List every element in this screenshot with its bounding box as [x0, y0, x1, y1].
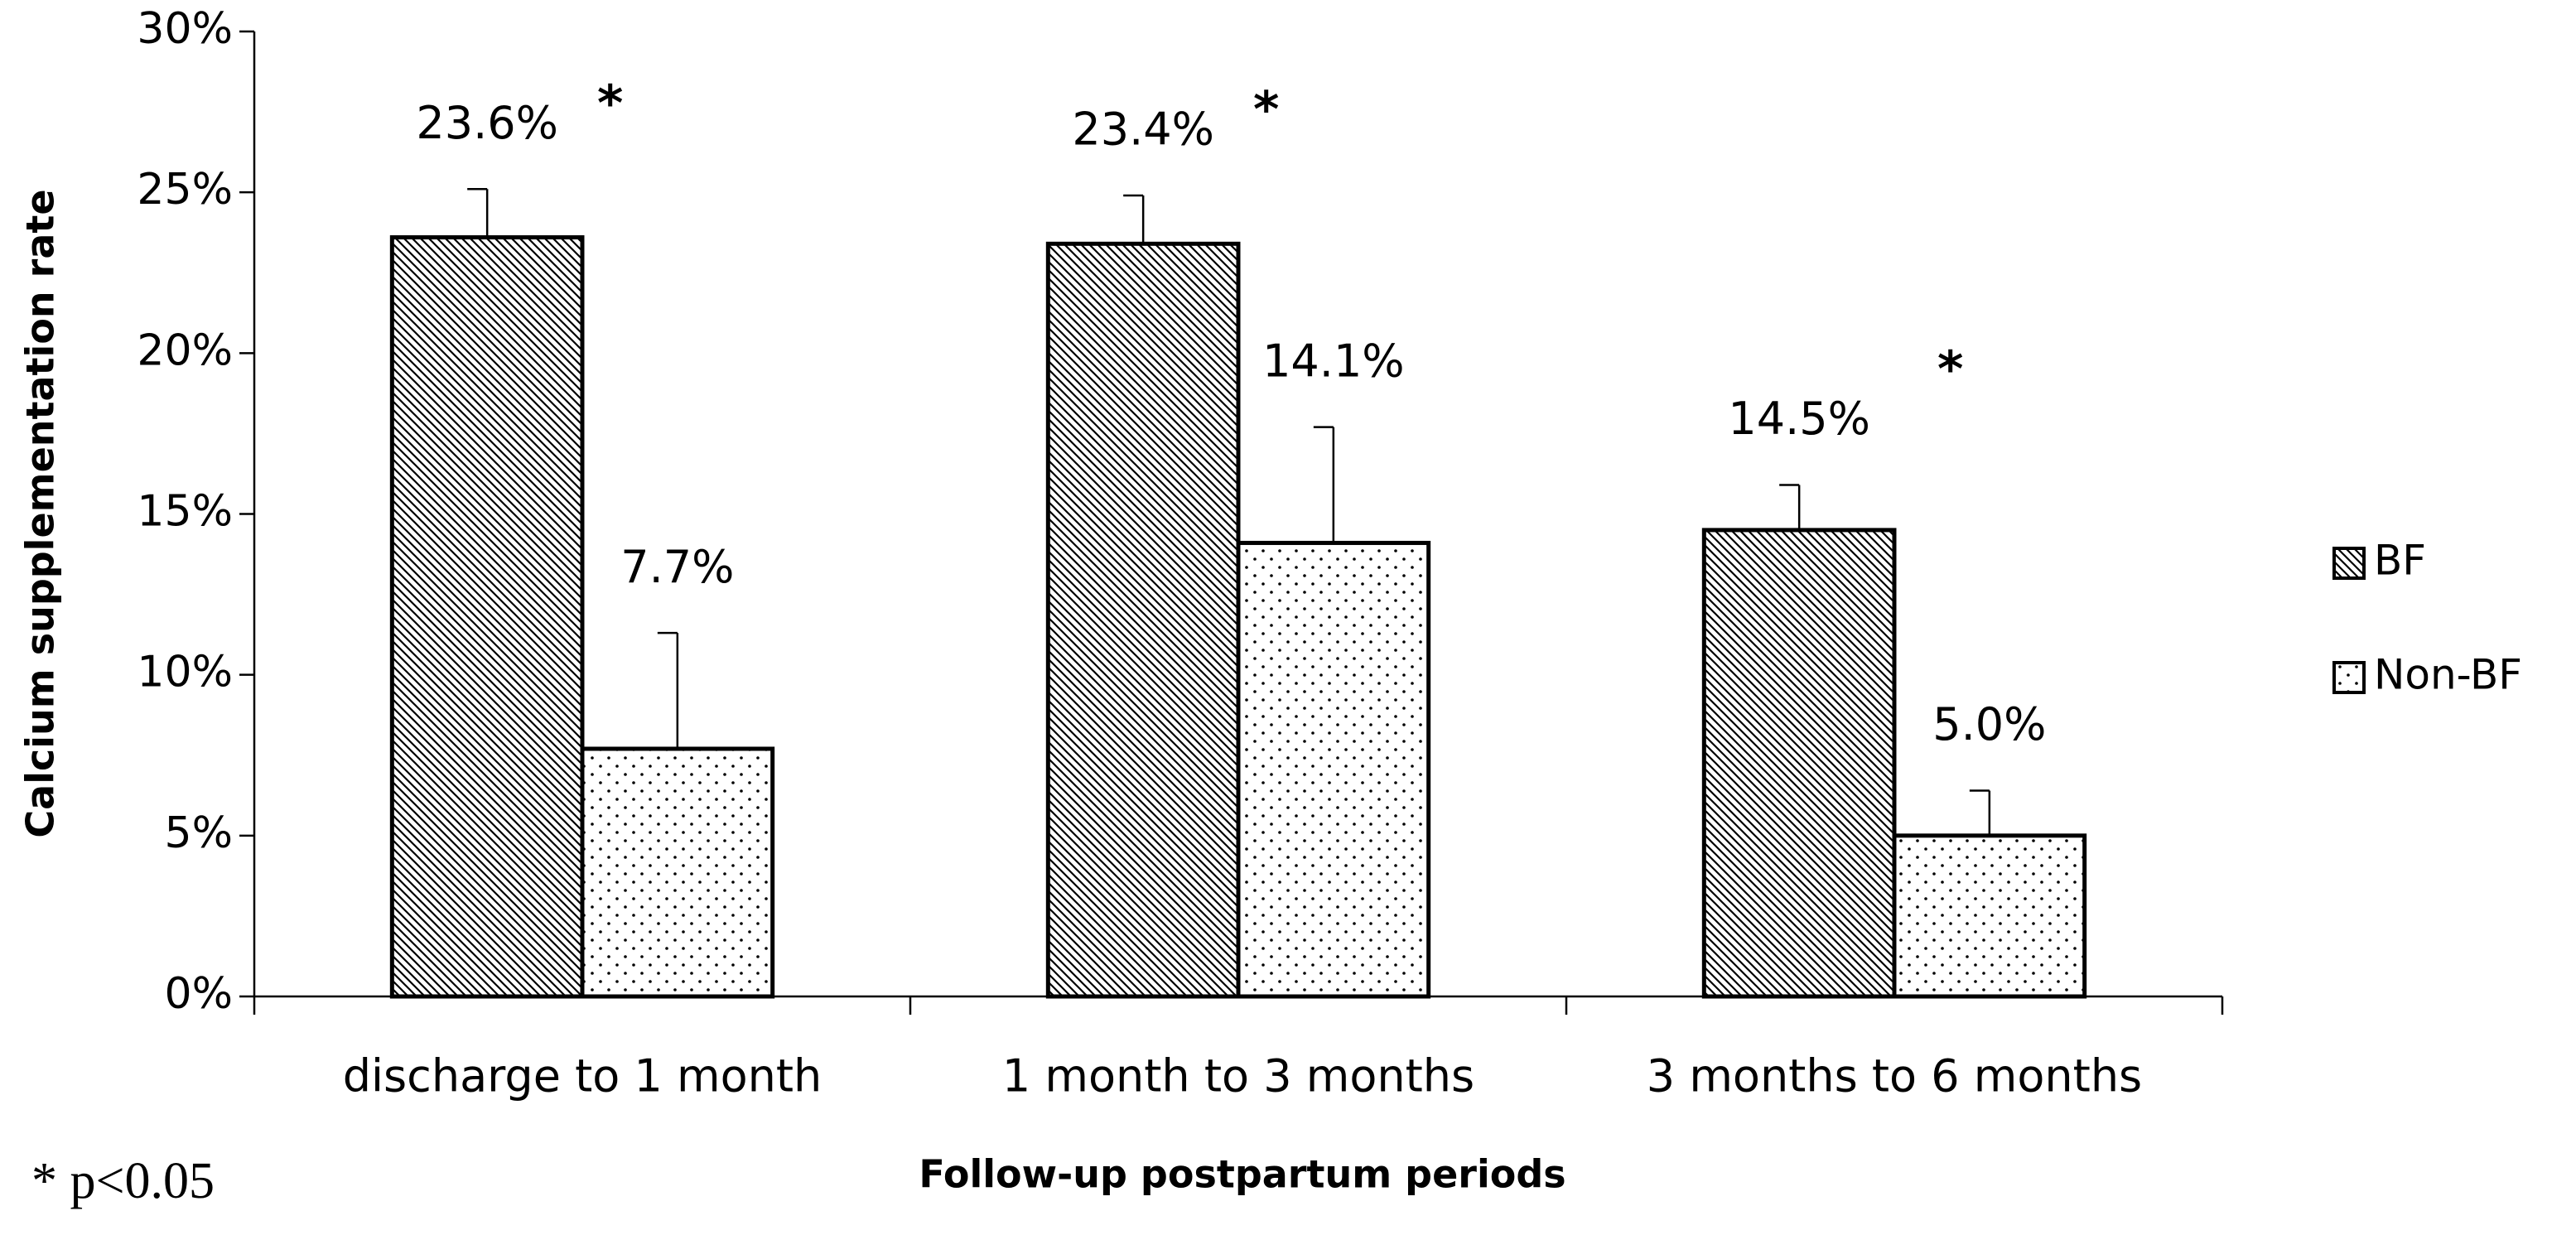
y-tick-label: 10% [137, 648, 233, 697]
value-label: 5.0% [1932, 698, 2046, 750]
value-label: 14.5% [1728, 393, 1870, 445]
bar [1045, 241, 1241, 999]
y-tick-label: 15% [137, 487, 233, 537]
value-label: 7.7% [620, 541, 734, 593]
value-label: 14.1% [1262, 335, 1405, 387]
legend-label: Non-BF [2374, 651, 2522, 699]
y-tick-label: 20% [137, 326, 233, 375]
significance-mark: * [1253, 81, 1279, 139]
significance-mark: * [1937, 340, 1963, 398]
value-label: 23.4% [1072, 104, 1214, 156]
bar [1892, 833, 2087, 999]
legend-swatch [2332, 661, 2366, 694]
error-bar [1123, 194, 1145, 244]
x-axis-title: Follow-up postpartum periods [919, 1152, 1565, 1197]
legend-swatch [2332, 547, 2366, 580]
bar [389, 235, 585, 999]
y-tick-label: 5% [165, 808, 234, 858]
error-bar [467, 188, 489, 238]
bar [1701, 528, 1897, 999]
y-tick-label: 0% [165, 969, 234, 1019]
y-tick-label: 30% [137, 4, 233, 54]
x-tick-label: discharge to 1 month [343, 1050, 822, 1102]
bar [580, 746, 775, 999]
x-tick-label: 3 months to 6 months [1647, 1050, 2142, 1102]
error-bar [1969, 789, 1991, 836]
bar [1236, 540, 1431, 999]
error-bar [657, 631, 679, 749]
x-tick-label: 1 month to 3 months [1002, 1050, 1474, 1102]
legend-label: BF [2374, 537, 2426, 585]
y-tick-label: 25% [137, 165, 233, 215]
value-label: 23.6% [416, 97, 558, 149]
error-bar [1313, 426, 1335, 543]
significance-mark: * [597, 75, 623, 133]
y-axis-title: Calcium supplementation rate [18, 189, 63, 837]
error-bar [1779, 484, 1801, 530]
footnote: * p<0.05 [31, 1153, 215, 1209]
